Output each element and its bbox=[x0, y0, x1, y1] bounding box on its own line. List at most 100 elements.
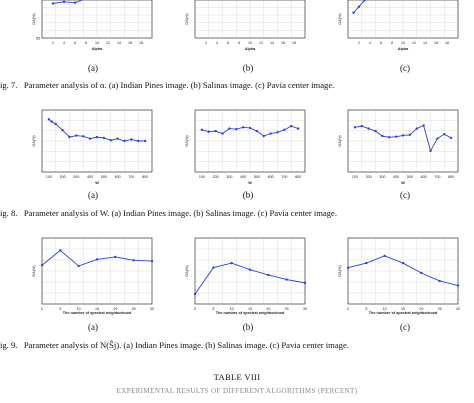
data-point bbox=[77, 264, 80, 268]
data-point bbox=[150, 259, 154, 263]
x-tick-label: 18 bbox=[445, 41, 449, 45]
fig9a-panel: 0 5 10 15 20 25 30 The number of spectral neigh… bbox=[30, 234, 154, 316]
fig8-label-c: (c) bbox=[400, 190, 410, 200]
x-tick-label: 16 bbox=[434, 41, 438, 45]
x-tick-label: 10 bbox=[248, 41, 252, 45]
x-tick-label: 5 bbox=[365, 307, 367, 311]
x-tick-label: 100 bbox=[352, 175, 358, 179]
x-tick-label: 500 bbox=[407, 175, 413, 179]
x-tick-label: 10 bbox=[383, 307, 387, 311]
x-tick-label: 0 bbox=[347, 307, 349, 311]
fig7b-panel: 2 4 6 8 10 12 14 16 18 Alpha OA(%) bbox=[183, 0, 307, 56]
data-point bbox=[82, 135, 85, 138]
data-point bbox=[102, 136, 106, 140]
x-tick-label: 30 bbox=[456, 307, 460, 311]
x-tick-label: 600 bbox=[115, 175, 121, 179]
x-axis-label: The number of spectral neighborhood bbox=[369, 311, 438, 315]
x-tick-label: 500 bbox=[101, 175, 107, 179]
fig8a-chart: 100 200 300 400 500 600 700 800 W OA(%) bbox=[32, 109, 153, 185]
y-axis-label: OA(%) bbox=[32, 135, 36, 147]
data-point bbox=[262, 134, 265, 138]
data-point bbox=[367, 127, 370, 130]
x-tick-label: 200 bbox=[213, 175, 219, 179]
x-tick-label: 300 bbox=[73, 175, 79, 179]
data-point bbox=[143, 139, 147, 143]
data-point bbox=[88, 137, 92, 140]
data-point bbox=[394, 135, 398, 138]
x-tick-label: 12 bbox=[259, 41, 263, 45]
x-tick-label: 200 bbox=[60, 175, 66, 179]
fig7-caption: ig. 7. Parameter analysis of α. (a) Indi… bbox=[0, 80, 334, 90]
data-point bbox=[401, 134, 405, 137]
x-tick-label: 300 bbox=[379, 175, 385, 179]
data-point bbox=[422, 124, 425, 127]
x-tick-label: 100 bbox=[199, 175, 205, 179]
data-point bbox=[95, 135, 99, 139]
data-point bbox=[207, 130, 210, 133]
x-tick-label: 700 bbox=[434, 175, 440, 179]
x-tick-label: 0 bbox=[194, 307, 196, 311]
fig9b-panel: 0 5 10 15 20 25 30 The number of spectral neigh… bbox=[183, 234, 307, 316]
x-tick-label: 700 bbox=[128, 175, 134, 179]
data-point bbox=[255, 129, 259, 133]
data-point bbox=[114, 255, 117, 259]
fig7-caption-prefix: ig. 7. bbox=[0, 80, 18, 90]
data-point bbox=[248, 268, 252, 271]
plot-frame bbox=[347, 0, 459, 39]
x-tick-label: 16 bbox=[281, 41, 285, 45]
fig8c-chart: 100 200 300 400 500 600 700 800 W OA(%) bbox=[338, 109, 459, 185]
fig8a-panel: 100 200 300 400 500 600 700 800 W OA(%) bbox=[30, 106, 154, 186]
data-point bbox=[303, 281, 307, 285]
x-tick-label: 18 bbox=[292, 41, 296, 45]
data-point bbox=[200, 128, 204, 132]
plot-frame bbox=[194, 0, 306, 39]
x-tick-label: 5 bbox=[212, 307, 214, 311]
plot-frame bbox=[41, 237, 153, 305]
fig9-caption: ig. 9. Parameter analysis of N(Ŝj). (a) … bbox=[0, 340, 349, 350]
plot-frame bbox=[41, 0, 153, 39]
x-tick-label: 100 bbox=[46, 175, 52, 179]
plot-frame bbox=[194, 109, 306, 173]
data-point bbox=[228, 127, 231, 130]
x-tick-label: 800 bbox=[448, 175, 454, 179]
data-point bbox=[132, 259, 135, 262]
x-tick-label: 400 bbox=[393, 175, 399, 179]
data-point bbox=[62, 0, 66, 4]
data-point bbox=[214, 129, 217, 133]
data-point bbox=[68, 135, 71, 139]
fig9-label-a: (a) bbox=[88, 322, 98, 332]
x-tick-label: 18 bbox=[139, 41, 143, 45]
data-point bbox=[290, 124, 293, 128]
x-tick-label: 20 bbox=[266, 307, 270, 311]
x-tick-label: 16 bbox=[128, 41, 132, 45]
fig8b-chart: 100 200 300 400 500 600 700 800 W OA(%) bbox=[185, 109, 306, 185]
data-point bbox=[59, 249, 62, 252]
data-point bbox=[137, 139, 140, 143]
data-point bbox=[50, 120, 53, 123]
y-axis-label: OA(%) bbox=[338, 265, 342, 277]
data-point bbox=[363, 0, 366, 2]
data-point bbox=[230, 261, 233, 265]
x-tick-label: 4 bbox=[369, 41, 371, 45]
x-tick-label: 600 bbox=[268, 175, 274, 179]
x-tick-label: 10 bbox=[230, 307, 234, 311]
data-point bbox=[365, 261, 368, 265]
x-tick-label: 600 bbox=[421, 175, 427, 179]
x-axis-label: Alpha bbox=[92, 47, 103, 51]
data-point bbox=[420, 271, 423, 275]
fig8-label-a: (a) bbox=[88, 190, 98, 200]
y-axis-label: OA(%) bbox=[338, 13, 342, 25]
data-point bbox=[75, 134, 78, 137]
fig8b-panel: 100 200 300 400 500 600 700 800 W OA(%) bbox=[183, 106, 307, 186]
fig7-label-a: (a) bbox=[88, 63, 98, 73]
x-tick-label: 4 bbox=[63, 41, 65, 45]
x-axis-label: W bbox=[248, 181, 252, 185]
series-line bbox=[52, 0, 84, 4]
y-axis-label: OA(%) bbox=[338, 135, 342, 147]
x-tick-label: 8 bbox=[238, 41, 240, 45]
fig8-caption-prefix: ig. 8. bbox=[0, 208, 18, 218]
data-point bbox=[116, 137, 119, 140]
data-point bbox=[248, 126, 252, 130]
x-tick-label: 20 bbox=[113, 307, 117, 311]
x-tick-label: 400 bbox=[240, 175, 246, 179]
